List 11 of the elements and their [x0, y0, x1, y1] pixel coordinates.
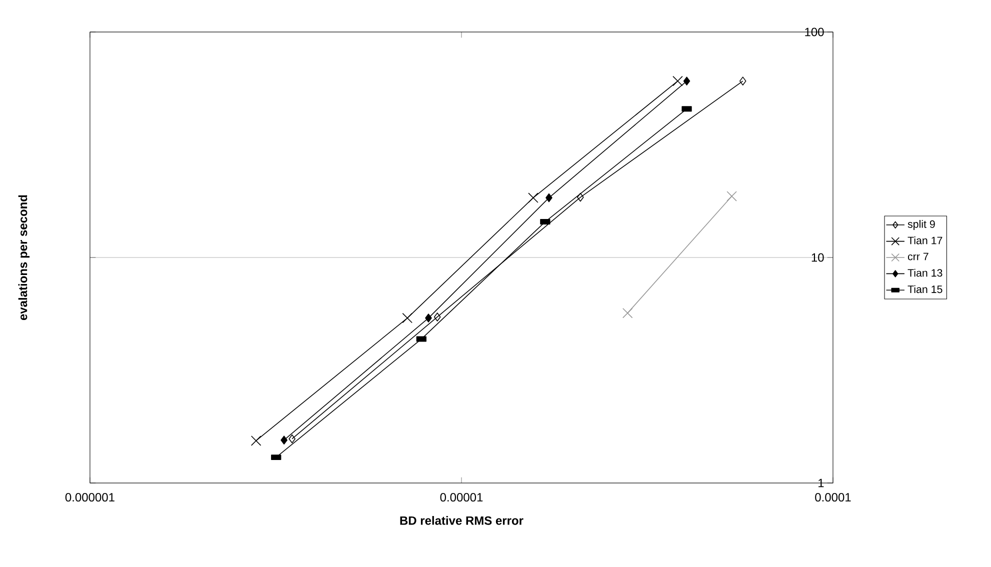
- legend-label: crr 7: [908, 252, 928, 260]
- x-axis-title: BD relative RMS error: [400, 516, 524, 525]
- legend-label: split 9: [908, 220, 935, 230]
- y-tick-label: 10: [812, 253, 824, 262]
- x-tick-label: 0.0001: [815, 493, 851, 502]
- legend-label: Tian 15: [908, 285, 942, 294]
- x-tick-label: 0.000001: [65, 493, 114, 502]
- y-axis-title: evalations per second: [18, 195, 30, 320]
- x-tick-label: 0.00001: [440, 493, 483, 502]
- legend-label: Tian 17: [908, 236, 942, 244]
- legend-label: Tian 13: [908, 268, 942, 277]
